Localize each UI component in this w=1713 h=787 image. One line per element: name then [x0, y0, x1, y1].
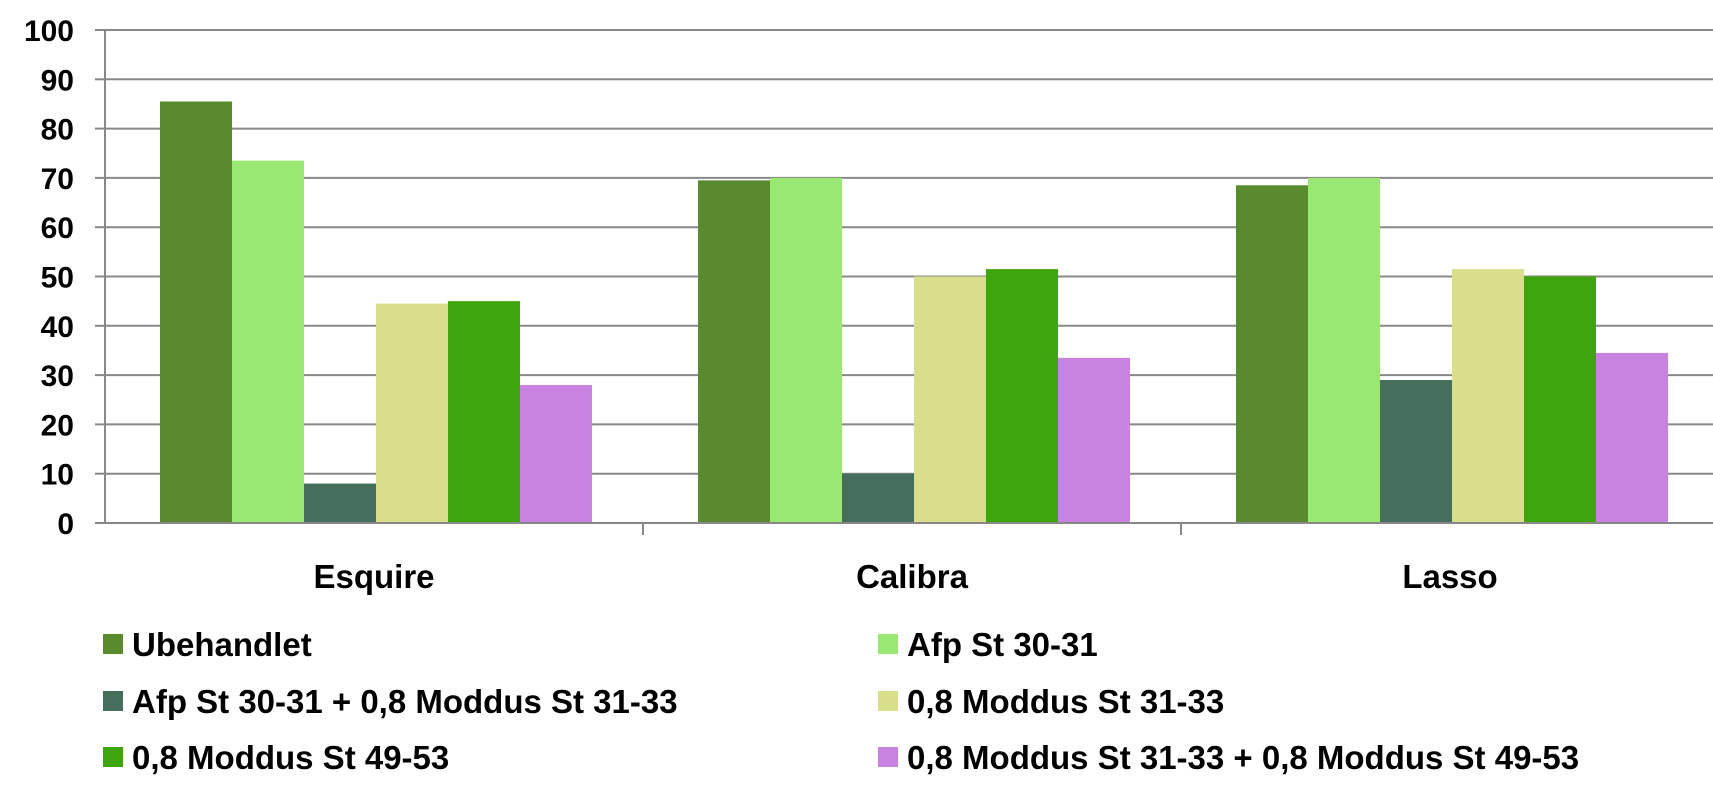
y-tick-label: 60 [41, 212, 74, 245]
bar [1236, 185, 1308, 524]
category-labels: Esquire Calibra Lasso [313, 558, 1497, 595]
bars [160, 101, 1668, 524]
category-label: Esquire [313, 558, 434, 595]
legend-label: 0,8 Moddus St 31-33 [907, 683, 1224, 720]
y-tick-label: 100 [24, 15, 74, 48]
category-label: Lasso [1402, 558, 1497, 595]
legend-swatch [878, 747, 898, 767]
bar [1452, 269, 1524, 523]
y-tick-label: 80 [41, 114, 74, 147]
bar [842, 473, 914, 523]
bar [376, 303, 448, 523]
bar [1308, 177, 1380, 523]
legend-swatch [878, 691, 898, 711]
bar [698, 180, 770, 524]
legend-label: 0,8 Moddus St 49-53 [132, 739, 449, 776]
bar [914, 276, 986, 523]
bar [448, 301, 520, 523]
y-tick-label: 30 [41, 360, 74, 393]
y-tick-label: 20 [41, 409, 74, 442]
gridlines [105, 29, 1713, 475]
legend-label: Ubehandlet [132, 626, 312, 663]
y-axis-ticks: 0 10 20 30 40 50 60 70 80 90 100 [24, 15, 105, 541]
y-tick-label: 90 [41, 64, 74, 97]
legend-swatch [103, 691, 123, 711]
axes [104, 30, 1713, 535]
legend: Ubehandlet Afp St 30-31 Afp St 30-31 + 0,8… [103, 626, 1579, 776]
legend-label: Afp St 30-31 + 0,8 Moddus St 31-33 [132, 683, 678, 720]
legend-swatch [103, 634, 123, 654]
bar [232, 160, 304, 523]
y-tick-label: 70 [41, 163, 74, 196]
bar [1596, 352, 1668, 523]
bar [770, 177, 842, 523]
y-tick-label: 50 [41, 262, 74, 295]
bar [1524, 276, 1596, 523]
bar [304, 483, 376, 523]
y-tick-label: 40 [41, 311, 74, 344]
legend-swatch [103, 747, 123, 767]
bar [1058, 357, 1130, 523]
bar [986, 269, 1058, 523]
category-label: Calibra [856, 558, 969, 595]
bar [520, 384, 592, 523]
legend-swatch [878, 634, 898, 654]
y-tick-label: 10 [41, 459, 74, 492]
legend-label: Afp St 30-31 [907, 626, 1098, 663]
bar [1380, 380, 1452, 523]
legend-label: 0,8 Moddus St 31-33 + 0,8 Moddus St 49-5… [907, 739, 1579, 776]
bar [160, 101, 232, 524]
y-tick-label: 0 [57, 508, 74, 541]
